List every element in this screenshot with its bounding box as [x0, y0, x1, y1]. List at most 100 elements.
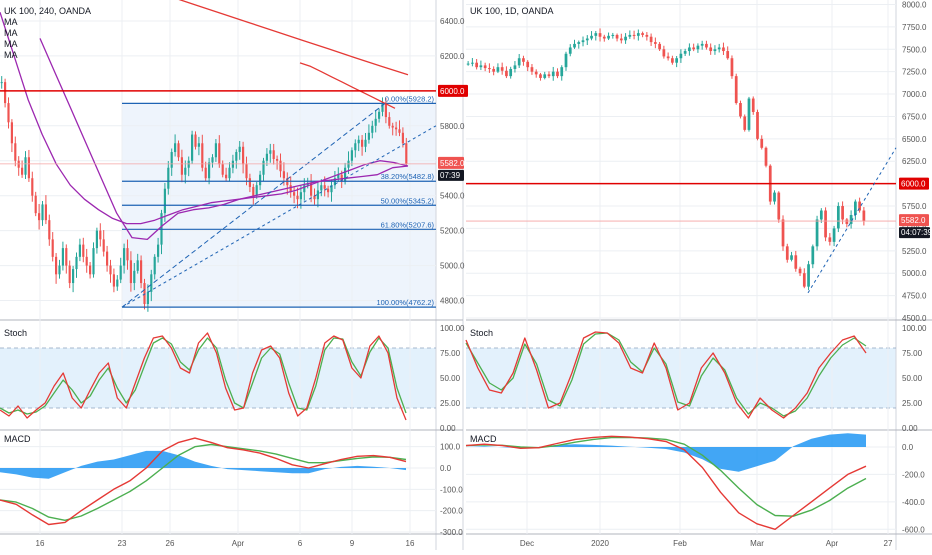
candle-body: [303, 185, 306, 193]
candle-body: [539, 74, 542, 78]
candle-body: [228, 167, 231, 179]
time-axis-label: Mar: [750, 539, 764, 548]
candle-body: [785, 246, 789, 260]
price-tick-label: 5750.0: [902, 202, 927, 211]
trend-line: [121, 125, 437, 308]
candle-body: [543, 74, 547, 78]
candle-body: [24, 157, 27, 175]
candle-body: [367, 132, 370, 140]
macd-tick-label: -400.0: [902, 498, 925, 507]
price-tick-label: 6500.0: [902, 135, 927, 144]
price-tick-label: 4500.0: [902, 314, 927, 323]
candle-body: [598, 33, 602, 37]
candle-body: [180, 157, 183, 175]
candle-body: [361, 139, 364, 147]
time-axis-label: 26: [166, 539, 175, 548]
candle-body: [743, 116, 747, 130]
countdown-tag: 04:07:39: [901, 228, 932, 237]
candle-body: [751, 98, 755, 112]
candle-body: [150, 274, 153, 292]
candle-body: [78, 244, 81, 257]
candle-body: [534, 71, 538, 75]
candle-body: [119, 265, 122, 280]
left-ma-legend-1: MA: [4, 17, 18, 27]
candle-body: [109, 265, 112, 275]
candle-body: [272, 150, 275, 159]
macd-tick-label: 0.0: [902, 443, 914, 452]
trend-line: [807, 147, 897, 294]
candle-body: [564, 53, 568, 68]
candle-body: [68, 265, 71, 284]
price-tick-label: 4800.0: [440, 297, 465, 306]
candle-body: [191, 134, 194, 161]
candle-body: [197, 143, 200, 147]
candle-body: [819, 210, 823, 220]
candle-body: [357, 139, 360, 144]
candle-body: [849, 214, 853, 224]
candle-body: [662, 49, 666, 57]
countdown-tag-bg: [899, 227, 930, 239]
stoch-tick-label: 0.00: [440, 424, 456, 433]
candle-body: [337, 174, 340, 179]
time-axis-label: Dec: [520, 539, 534, 548]
stoch-tick-label: 25.00: [902, 399, 923, 408]
price-tick-label: 7750.0: [902, 23, 927, 32]
candle-body: [58, 265, 61, 275]
level-price-tag: 6000.0: [901, 180, 926, 189]
candle-body: [624, 36, 627, 41]
right-macd-title: MACD: [470, 434, 497, 444]
price-tick-label: 7000.0: [902, 90, 927, 99]
candle-body: [641, 33, 644, 35]
macd-tick-label: -100.0: [440, 485, 463, 494]
candle-body: [221, 164, 224, 175]
moving-average-line: [299, 62, 396, 109]
candle-body: [811, 246, 815, 265]
last-price-tag: 5582.0: [901, 216, 926, 225]
macd-tick-label: -600.0: [902, 525, 925, 534]
moving-average-line: [39, 38, 409, 241]
candle-body: [781, 219, 785, 247]
candle-body: [764, 147, 768, 166]
candle-body: [471, 62, 474, 64]
last-price-tag-bg: [899, 214, 929, 227]
candle-body: [252, 186, 255, 196]
stoch-tick-label: 75.00: [902, 349, 923, 358]
last-price-tag-bg: [438, 156, 464, 169]
candle-body: [602, 36, 606, 39]
candle-body: [636, 33, 640, 36]
macd-line: [465, 435, 867, 530]
candle-body: [201, 143, 204, 168]
candle-body: [364, 139, 367, 147]
price-tick-label: 5800.0: [440, 122, 465, 131]
fib-level-label: 38.20%(5482.8): [381, 172, 435, 181]
price-tick-label: 5200.0: [440, 227, 465, 236]
candle-body: [688, 47, 691, 52]
candle-body: [722, 47, 725, 52]
candle-body: [157, 244, 160, 257]
last-price-tag: 5582.0: [440, 159, 465, 168]
candle-body: [174, 143, 177, 153]
candle-body: [4, 82, 7, 104]
candle-body: [75, 256, 78, 270]
candle-body: [585, 38, 589, 41]
macd-line: [0, 437, 407, 526]
candle-body: [177, 143, 180, 158]
time-axis-label: 27: [884, 539, 893, 548]
time-axis-label: 2020: [591, 539, 609, 548]
candle-body: [666, 56, 670, 59]
candle-body: [649, 36, 653, 43]
candle-body: [845, 219, 849, 224]
candle-body: [607, 35, 610, 39]
macd-tick-label: 0.0: [440, 464, 452, 473]
candle-body: [245, 164, 248, 179]
candle-body: [560, 67, 564, 77]
candle-body: [350, 150, 353, 161]
candle-body: [259, 174, 262, 186]
stoch-band: [466, 348, 896, 408]
moving-average-line: [0, 12, 409, 225]
candle-body: [513, 65, 517, 69]
candle-body: [807, 264, 810, 287]
price-tick-label: 5400.0: [440, 192, 465, 201]
left-ma-legend-3: MA: [4, 39, 18, 49]
candle-body: [590, 35, 593, 39]
